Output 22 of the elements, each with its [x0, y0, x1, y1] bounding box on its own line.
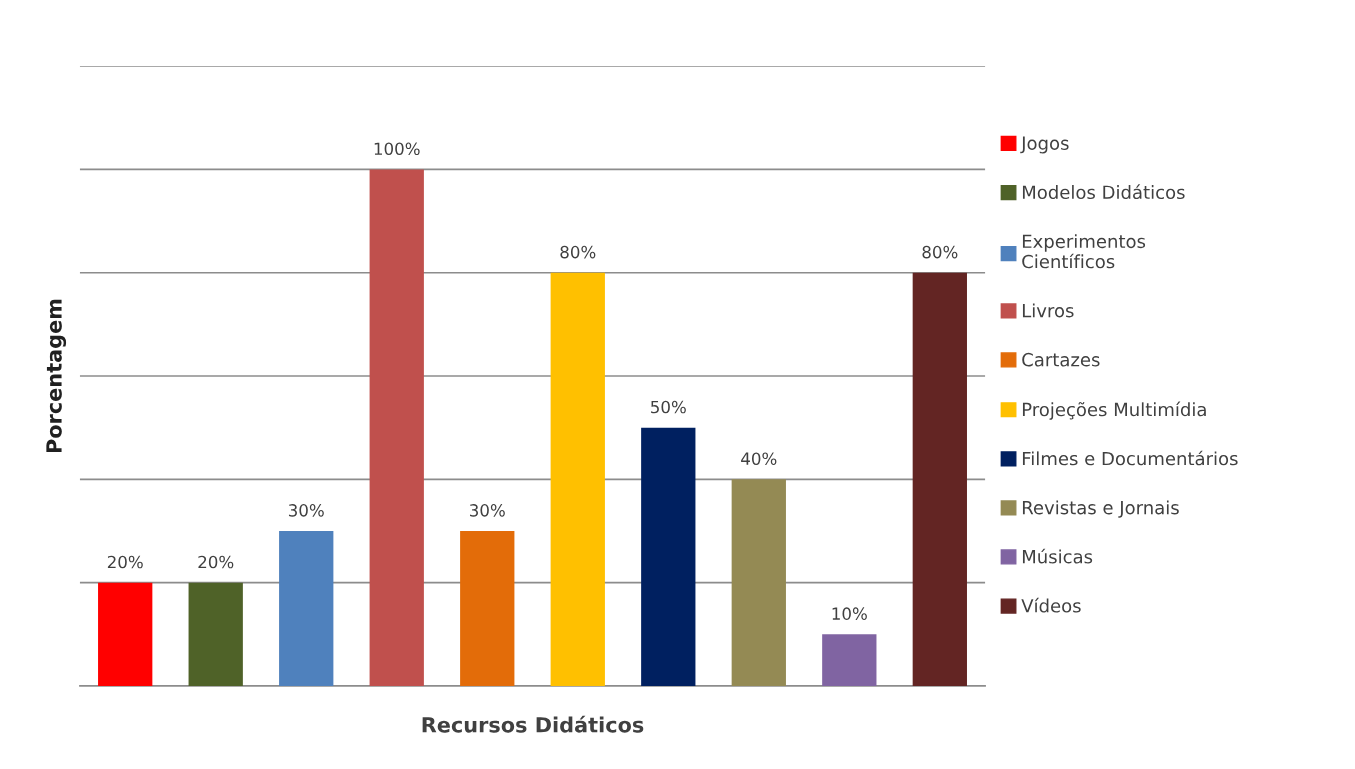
data-label: 40%: [741, 452, 777, 465]
legend-label: Cartazes: [1022, 352, 1100, 367]
legend-label: Experimentos Científicos: [1022, 234, 1146, 269]
data-label: 30%: [470, 504, 505, 517]
legend-label: Músicas: [1022, 548, 1093, 564]
data-label: 10%: [832, 607, 867, 620]
legend-label: Jogos: [1020, 136, 1069, 154]
legend-label: Vídeos: [1021, 597, 1081, 613]
legend-label: Modelos Didáticos: [1022, 184, 1185, 200]
data-label: 80%: [922, 245, 958, 259]
data-label: 20%: [107, 555, 143, 569]
data-label: 80%: [560, 245, 596, 259]
data-label: 50%: [651, 400, 686, 414]
x-axis-title: Recursos Didáticos: [422, 715, 644, 733]
data-label: 30%: [288, 504, 324, 517]
legend-label: Revistas e Jornais: [1022, 500, 1179, 518]
legend-label: Projeções Multimídia: [1022, 401, 1206, 420]
legend-label: Filmes e Documentários: [1022, 450, 1238, 466]
y-axis-title: Porcentagem: [46, 299, 67, 453]
data-label: 20%: [198, 555, 234, 569]
legend-label: Livros: [1022, 303, 1074, 318]
data-label: 100%: [374, 142, 420, 156]
